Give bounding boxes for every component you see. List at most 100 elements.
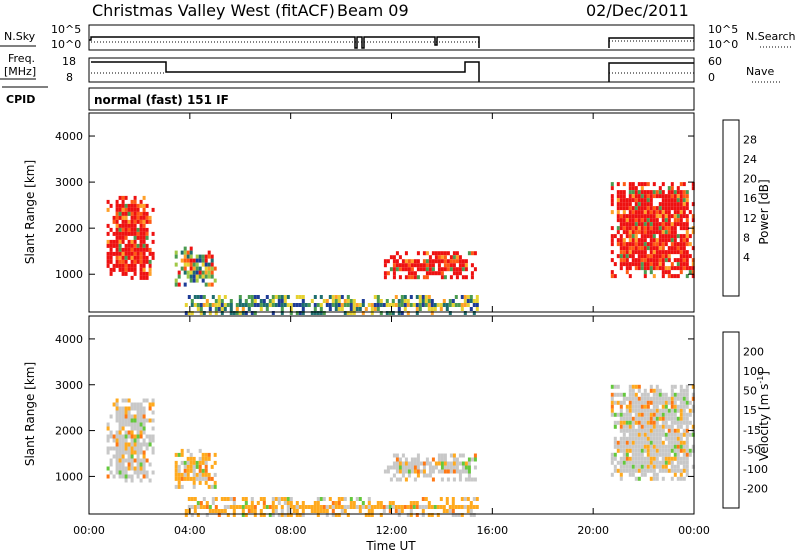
power-cell-r2 [416, 259, 420, 264]
velocity-cell-r0 [109, 430, 113, 435]
velocity-cell-r4 [628, 440, 632, 445]
power-cell-r4 [625, 230, 629, 235]
velocity-cell-r0 [142, 454, 146, 459]
velocity-cell-r1 [189, 460, 193, 465]
power-cell-r2 [452, 263, 456, 268]
power-cell-r4 [622, 214, 626, 219]
velocity-cell-r1 [189, 456, 193, 461]
power-cell-r4 [673, 266, 677, 271]
power-cell-r4 [682, 250, 686, 255]
power-cell-r2 [437, 251, 441, 256]
power-cell-r0 [112, 243, 116, 248]
power-cell-r3 [187, 311, 191, 315]
power-cell-r2 [470, 275, 474, 280]
power-cell-r4 [610, 198, 614, 203]
velocity-cell-r1 [195, 460, 199, 465]
velocity-cell-r4 [670, 424, 674, 429]
velocity-cell-r0 [139, 446, 143, 451]
power-cell-r1 [186, 262, 190, 267]
power-cell-r1 [201, 274, 205, 279]
power-cell-r4 [685, 242, 689, 247]
velocity-cell-r4 [655, 424, 659, 429]
velocity-cell-r3 [250, 497, 254, 501]
velocity-cell-r4 [616, 460, 620, 465]
power-cell-r2 [443, 267, 447, 272]
power-cell-r3 [208, 311, 212, 315]
power-cell-r4 [631, 254, 635, 259]
colorbar-tick-label: 100 [743, 365, 764, 378]
power-cell-r0 [127, 239, 131, 244]
velocity-cell-r2 [401, 469, 405, 474]
velocity-cell-r4 [625, 404, 629, 409]
power-cell-r2 [392, 263, 396, 268]
power-cell-r3 [265, 295, 269, 299]
power-panel [88, 112, 695, 315]
velocity-cell-r3 [313, 501, 317, 505]
velocity-cell-r4 [643, 460, 647, 465]
velocity-cell-r4 [640, 400, 644, 405]
velocity-cell-r4 [676, 392, 680, 397]
power-cell-r0 [115, 211, 119, 216]
power-cell-r4 [643, 222, 647, 227]
power-cell-r3 [469, 295, 473, 299]
velocity-cell-r4 [619, 408, 623, 413]
power-cell-r0 [106, 207, 110, 212]
power-cell-r3 [211, 295, 215, 299]
velocity-cell-r1 [186, 460, 190, 465]
power-cell-r2 [398, 267, 402, 272]
power-cell-r3 [196, 307, 200, 311]
velocity-cell-r3 [334, 505, 338, 509]
power-cell-r1 [207, 250, 211, 255]
power-cell-r2 [401, 267, 405, 272]
power-cell-r0 [133, 211, 137, 216]
power-cell-r2 [410, 271, 414, 276]
power-cell-r2 [461, 267, 465, 272]
power-cell-r0 [118, 195, 122, 200]
power-cell-r1 [195, 270, 199, 275]
power-cell-r4 [637, 210, 641, 215]
power-cell-r0 [127, 207, 131, 212]
velocity-cell-r4 [631, 424, 635, 429]
velocity-cell-r4 [664, 416, 668, 421]
velocity-cell-r0 [115, 462, 119, 467]
velocity-cell-r4 [673, 464, 677, 469]
power-cell-r0 [148, 259, 152, 264]
velocity-cell-r3 [451, 497, 455, 501]
power-cell-r4 [616, 226, 620, 231]
power-cell-r1 [183, 250, 187, 255]
power-cell-r4 [649, 234, 653, 239]
velocity-cell-r2 [419, 469, 423, 474]
power-cell-r4 [622, 254, 626, 259]
velocity-cell-r2 [413, 457, 417, 462]
power-cell-r2 [473, 267, 477, 272]
velocity-cell-r1 [183, 472, 187, 477]
power-cell-r1 [210, 274, 214, 279]
velocity-cell-r0 [109, 458, 113, 463]
velocity-cell-r3 [421, 497, 425, 501]
power-cell-r0 [130, 275, 134, 280]
velocity-cell-r4 [658, 412, 662, 417]
velocity-cell-r4 [628, 444, 632, 449]
power-cell-r2 [404, 251, 408, 256]
velocity-cell-r4 [676, 416, 680, 421]
velocity-cell-r4 [649, 400, 653, 405]
velocity-cell-r0 [136, 458, 140, 463]
power-cell-r4 [652, 274, 656, 279]
power-cell-r4 [634, 214, 638, 219]
power-cell-r4 [670, 194, 674, 199]
power-cell-r0 [118, 227, 122, 232]
velocity-cell-r4 [685, 412, 689, 417]
power-cell-r4 [670, 186, 674, 191]
power-cell-r4 [664, 210, 668, 215]
velocity-cell-r3 [226, 505, 230, 509]
velocity-cell-r4 [622, 412, 626, 417]
power-cell-r4 [646, 266, 650, 271]
velocity-cell-r1 [204, 480, 208, 485]
power-cell-r4 [664, 254, 668, 259]
velocity-cell-r1 [201, 476, 205, 481]
power-cell-r2 [452, 267, 456, 272]
power-cell-r0 [133, 271, 137, 276]
velocity-cell-r3 [415, 501, 419, 505]
velocity-cell-r4 [616, 468, 620, 473]
velocity-cell-r3 [214, 505, 218, 509]
